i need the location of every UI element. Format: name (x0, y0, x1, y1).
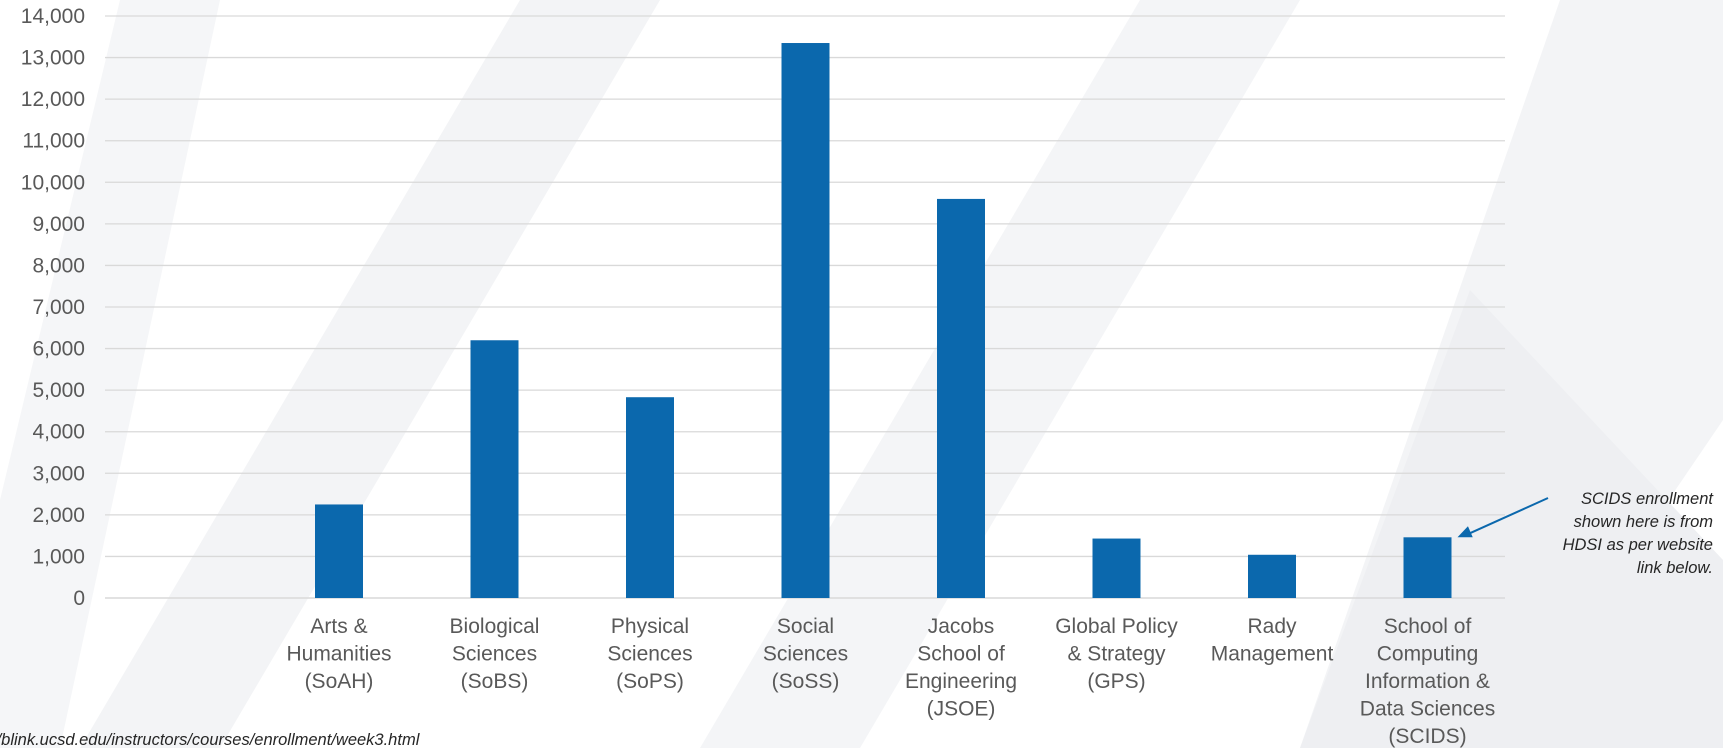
x-category-label: Physical Sciences (SoPS) (607, 615, 692, 693)
bar (781, 43, 830, 599)
y-tick-label: 8,000 (32, 254, 85, 277)
x-category-label: Social Sciences (SoSS) (763, 615, 848, 693)
source-link-text[interactable]: //blink.ucsd.edu/instructors/courses/enr… (0, 731, 420, 749)
y-tick-label: 10,000 (21, 171, 85, 194)
y-tick-label: 11,000 (22, 130, 85, 153)
bar (626, 397, 674, 598)
y-tick-label: 3,000 (32, 462, 85, 485)
x-category-label: School of Computing Information & Data Scie… (1360, 615, 1495, 748)
y-tick-label: 5,000 (32, 379, 85, 402)
x-category-label: Rady Management (1211, 615, 1334, 666)
x-category-label: Biological Sciences (SoBS) (450, 615, 540, 693)
y-tick-label: 2,000 (32, 504, 85, 527)
y-tick-label: 9,000 (32, 213, 85, 236)
y-tick-label: 13,000 (21, 47, 85, 70)
bar (315, 504, 363, 598)
bar (1092, 538, 1141, 598)
y-tick-label: 1,000 (32, 545, 85, 568)
annotation-arrow-line (1467, 497, 1549, 536)
y-tick-label: 0 (73, 587, 85, 610)
y-axis-tick-labels: 0 1,000 2,000 3,000 4,000 5,000 6,000 7,000 8,00… (21, 5, 85, 610)
x-category-label: Jacobs School of Engineering (JSOE) (905, 615, 1017, 721)
y-tick-label: 7,000 (32, 296, 85, 319)
annotation-arrow-head (1457, 526, 1473, 538)
x-axis-category-labels: Arts & Humanities (SoAH) Biological Sciences… (286, 615, 1495, 748)
bars (315, 43, 1452, 599)
bar (1248, 554, 1296, 598)
scids-annotation-note: SCIDS enrollment shown here is from HDSI… (1562, 490, 1713, 577)
bar (1403, 537, 1452, 598)
y-tick-label: 6,000 (32, 338, 85, 361)
bar (937, 198, 985, 598)
x-category-label: Global Policy & Strategy (GPS) (1055, 615, 1178, 693)
x-category-label: Arts & Humanities (SoAH) (286, 615, 391, 693)
annotation-arrow (1457, 497, 1549, 538)
y-tick-label: 12,000 (21, 88, 85, 111)
bar (470, 340, 519, 598)
y-tick-label: 14,000 (21, 5, 85, 28)
y-tick-label: 4,000 (32, 421, 85, 444)
